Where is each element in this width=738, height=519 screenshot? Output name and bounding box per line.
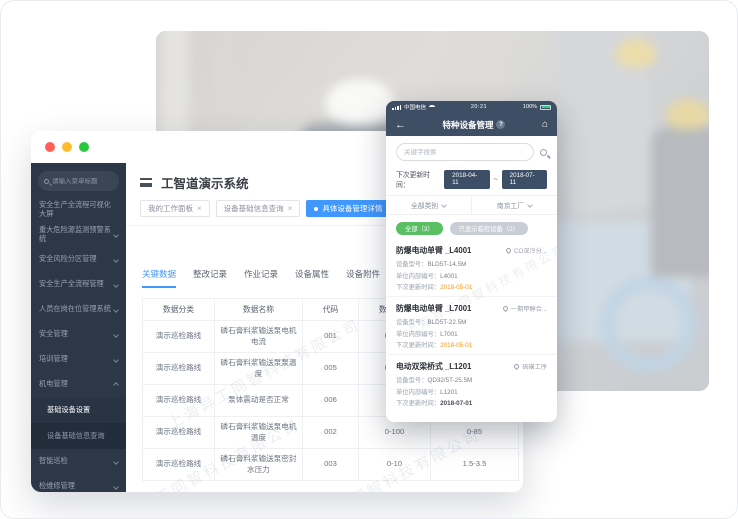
sidebar-item-risk-zone[interactable]: 安全风险分区管理 xyxy=(31,247,126,272)
equipment-location: 一期甲醇合... xyxy=(510,306,547,313)
clock-label: 20:21 xyxy=(470,104,488,110)
sidebar: 安全生产全流程可视化大屏 重大危险源监测预警系统 安全风险分区管理 安全生产全流… xyxy=(31,163,126,492)
phone-nav-bar: ← 特种设备管理 ? ⌂ xyxy=(386,113,557,136)
sidebar-submenu: 基础设备设置 设备基础信息查询 xyxy=(31,397,126,449)
home-icon[interactable]: ⌂ xyxy=(541,119,548,130)
tab-work-records[interactable]: 作业记录 xyxy=(244,269,279,279)
table-row[interactable]: 演示巡检路线 磷石膏料浆输送泵电机温度 002 0-100 0-85 xyxy=(142,416,519,449)
phone-status-bar: 中国电信 20:21 100% xyxy=(386,101,557,113)
internal-code-value: L4001 xyxy=(440,272,458,280)
equipment-title: 电动双梁桥式 _L1201 xyxy=(396,362,472,371)
internal-code-value: L7001 xyxy=(440,330,458,338)
hamburger-menu-icon[interactable] xyxy=(140,178,152,187)
equipment-list-item[interactable]: 防爆电动单臂 _L7001 一期甲醇合... 设备型号：BLD5T-22.5M … xyxy=(386,296,557,354)
factory-dropdown[interactable]: 南京工厂 xyxy=(471,196,557,214)
phone-screenshot: 中国电信 20:21 100% ← 特种设备管理 ? ⌂ 下次更新时间： 201… xyxy=(386,101,557,422)
equipment-location: CO深冷分... xyxy=(513,248,547,255)
chevron-down-icon xyxy=(113,256,119,263)
open-tabs-bar: 我的工作面板× 设备基础信息查询× 具体设备管理详情× xyxy=(126,198,523,226)
sidebar-item-safety-mgmt[interactable]: 安全管理 xyxy=(31,322,126,347)
search-icon[interactable] xyxy=(540,148,547,156)
chevron-up-icon xyxy=(113,381,119,388)
internal-code-value: L1201 xyxy=(440,388,458,396)
chip-all[interactable]: 全部（3） xyxy=(396,222,443,235)
chevron-down-icon xyxy=(441,202,447,208)
chevron-down-icon xyxy=(113,458,119,465)
sidebar-item-hazard-monitor[interactable]: 重大危险源监测预警系统 xyxy=(31,222,126,247)
next-update-date: 2018-07-01 xyxy=(440,400,473,407)
equipment-title: 防爆电动单臂 _L4001 xyxy=(396,246,472,255)
model-value: BLD5T-14.5M xyxy=(427,261,467,268)
model-value: BLD5T-22.5M xyxy=(427,319,467,326)
tab-my-workpanel[interactable]: 我的工作面板 × xyxy=(140,200,210,217)
maximize-window-icon[interactable] xyxy=(79,142,89,152)
tab-device-attrs[interactable]: 设备属性 xyxy=(295,269,330,279)
sidebar-subitem-device-info-query[interactable]: 设备基础信息查询 xyxy=(47,431,105,440)
app-title: 工智道演示系统 xyxy=(161,177,249,191)
chevron-down-icon xyxy=(113,331,119,338)
chevron-down-icon xyxy=(113,281,119,288)
carrier-label: 中国电信 xyxy=(404,105,427,111)
active-dot-icon xyxy=(314,206,319,211)
help-icon[interactable]: ? xyxy=(496,120,506,129)
equipment-location: 硫磺工序 xyxy=(522,364,547,371)
phone-page-title: 特种设备管理 xyxy=(442,119,494,130)
col-header: 数据名称 xyxy=(214,298,303,321)
sidebar-item-personnel[interactable]: 人员在岗在位管理系统 xyxy=(31,297,126,322)
category-dropdown[interactable]: 全部类别 xyxy=(386,196,471,214)
date-separator: ~ xyxy=(493,175,498,183)
chevron-down-icon xyxy=(527,202,533,208)
chevron-down-icon xyxy=(113,306,119,313)
tab-rectify-records[interactable]: 整改记录 xyxy=(193,269,228,279)
chevron-down-icon xyxy=(113,483,119,490)
phone-search-input[interactable] xyxy=(404,148,526,156)
minimize-window-icon[interactable] xyxy=(62,142,72,152)
filter-chips-row: 全部（3） 只显示临检设备（2） xyxy=(386,215,557,239)
next-update-date: 2018-05-01 xyxy=(440,284,473,291)
col-header: 数据分类 xyxy=(142,298,215,321)
sidebar-item-maintenance[interactable]: 检维修管理 xyxy=(31,474,126,492)
date-filter-label: 下次更新时间： xyxy=(396,172,430,189)
equipment-title: 防爆电动单臂 _L7001 xyxy=(396,304,472,313)
sidebar-item-electromech[interactable]: 机电管理 xyxy=(31,372,126,397)
col-header: 代码 xyxy=(302,298,359,321)
start-date-button[interactable]: 2018-04-11 xyxy=(444,169,490,189)
close-icon[interactable]: × xyxy=(197,204,202,213)
location-pin-icon xyxy=(504,246,513,255)
dropdown-filter-row: 全部类别 南京工厂 xyxy=(386,195,557,215)
close-icon[interactable]: × xyxy=(287,204,293,213)
sidebar-item-dashboard[interactable]: 安全生产全流程可视化大屏 xyxy=(39,200,111,218)
location-pin-icon xyxy=(513,362,521,371)
phone-search-box[interactable] xyxy=(396,143,534,161)
tab-key-data[interactable]: 关键数据 xyxy=(142,268,177,288)
battery-icon xyxy=(540,104,551,110)
close-window-icon[interactable] xyxy=(45,142,55,152)
sidebar-subitem-basic-device-setup[interactable]: 基础设备设置 xyxy=(31,397,126,423)
wifi-icon xyxy=(429,105,436,109)
chip-inspection-only[interactable]: 只显示临检设备（2） xyxy=(449,222,528,235)
chevron-down-icon xyxy=(113,231,119,238)
date-filter-row: 下次更新时间： 2018-04-11 ~ 2018-07-11 xyxy=(386,166,557,195)
equipment-list-item[interactable]: 电动双梁桥式 _L1201 硫磺工序 设备型号：QD32/5T-25.5M 单位… xyxy=(386,354,557,412)
tab-device-info-query[interactable]: 设备基础信息查询 × xyxy=(215,200,301,217)
battery-percent: 100% xyxy=(522,104,537,110)
sidebar-item-training[interactable]: 培训管理 xyxy=(31,347,126,372)
table-row[interactable]: 演示巡检路线 磷石膏料浆输送泵密封水压力 003 0-10 1.5-3.5 xyxy=(142,448,519,481)
model-value: QD32/5T-25.5M xyxy=(427,377,473,384)
back-icon[interactable]: ← xyxy=(395,118,406,131)
phone-search-row xyxy=(386,136,557,166)
tab-device-attachments[interactable]: 设备附件 xyxy=(346,269,381,279)
sidebar-item-safety-process[interactable]: 安全生产全流程管理 xyxy=(31,272,126,297)
next-update-date: 2018-05-01 xyxy=(440,342,473,349)
sidebar-search-input[interactable] xyxy=(52,177,114,185)
signal-icon xyxy=(392,104,401,110)
equipment-list-item[interactable]: 防爆电动单臂 _L4001 CO深冷分... 设备型号：BLD5T-14.5M … xyxy=(396,246,547,291)
sidebar-item-smart-inspection[interactable]: 智能巡检 xyxy=(31,449,126,474)
location-pin-icon xyxy=(501,304,509,313)
search-icon xyxy=(44,178,49,184)
sidebar-search[interactable] xyxy=(38,171,119,191)
chevron-down-icon xyxy=(113,356,119,363)
end-date-button[interactable]: 2018-07-11 xyxy=(501,169,548,189)
